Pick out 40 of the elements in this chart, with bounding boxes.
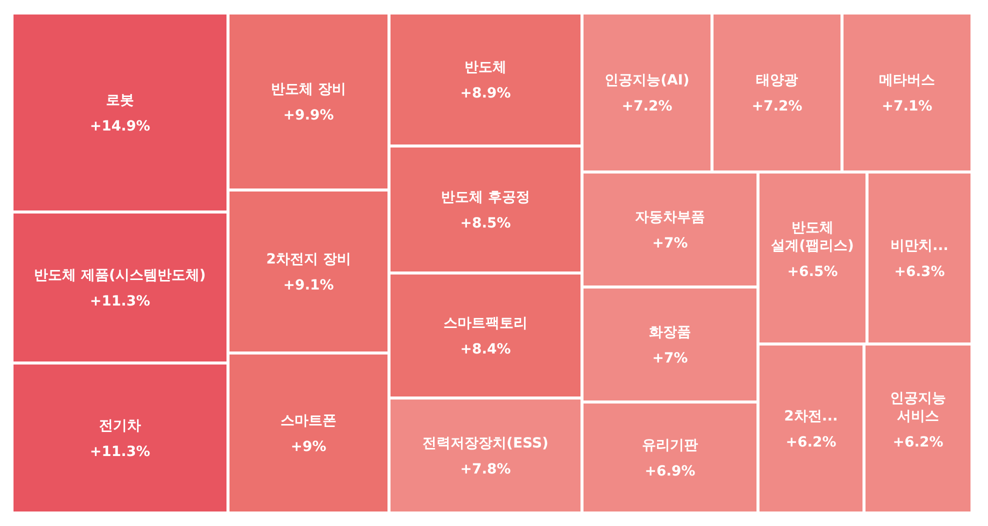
data-label: +8.9%: [460, 86, 511, 102]
category-label: 반도체 후공정: [441, 190, 530, 206]
data-label: +9%: [290, 439, 326, 455]
data-label: +14.9%: [90, 118, 150, 134]
category-label: 비만치...: [890, 238, 948, 254]
category-label: 스마트폰: [280, 413, 336, 429]
data-label: +7.2%: [622, 98, 672, 114]
category-label: 2차전지 장비: [266, 252, 351, 268]
category-label: 유리기판: [642, 438, 698, 454]
data-label: +7.8%: [460, 462, 511, 478]
data-label: +8.4%: [460, 342, 511, 358]
data-label: +7%: [652, 350, 688, 366]
data-label: +9.1%: [283, 278, 334, 294]
data-label: +7.2%: [752, 98, 802, 114]
category-label: 2차전...: [784, 408, 838, 424]
category-label: 반도체 장비: [271, 82, 346, 98]
category-label: 인공지능(AI): [604, 72, 690, 88]
data-label: +7%: [652, 236, 688, 252]
data-label: +6.9%: [644, 464, 696, 480]
category-label: 태양광: [756, 72, 798, 88]
category-label: 화장품: [649, 324, 691, 340]
data-label: +6.2%: [892, 434, 944, 450]
category-label: 스마트팩토리: [444, 316, 528, 332]
data-label: +7.1%: [882, 98, 932, 114]
category-label: 인공지능 서비스: [890, 390, 946, 424]
category-label: 자동차부품: [635, 210, 705, 226]
category-label: 반도체: [464, 60, 506, 76]
data-label: +8.5%: [460, 216, 511, 232]
data-label: +6.3%: [894, 264, 945, 280]
data-label: +6.2%: [786, 434, 836, 450]
category-label: 반도체 설계(팹리스): [771, 220, 854, 254]
data-label: +6.5%: [787, 264, 838, 280]
data-label: +11.3%: [90, 444, 150, 460]
data-label: +9.9%: [283, 108, 334, 124]
category-label: 로봇: [106, 92, 134, 108]
category-label: 반도체 제품(시스템반도체): [34, 268, 206, 284]
data-label: +11.3%: [90, 294, 150, 310]
category-label: 메타버스: [879, 72, 935, 88]
category-label: 전력저장장치(ESS): [422, 436, 548, 452]
category-label: 전기차: [99, 418, 141, 434]
